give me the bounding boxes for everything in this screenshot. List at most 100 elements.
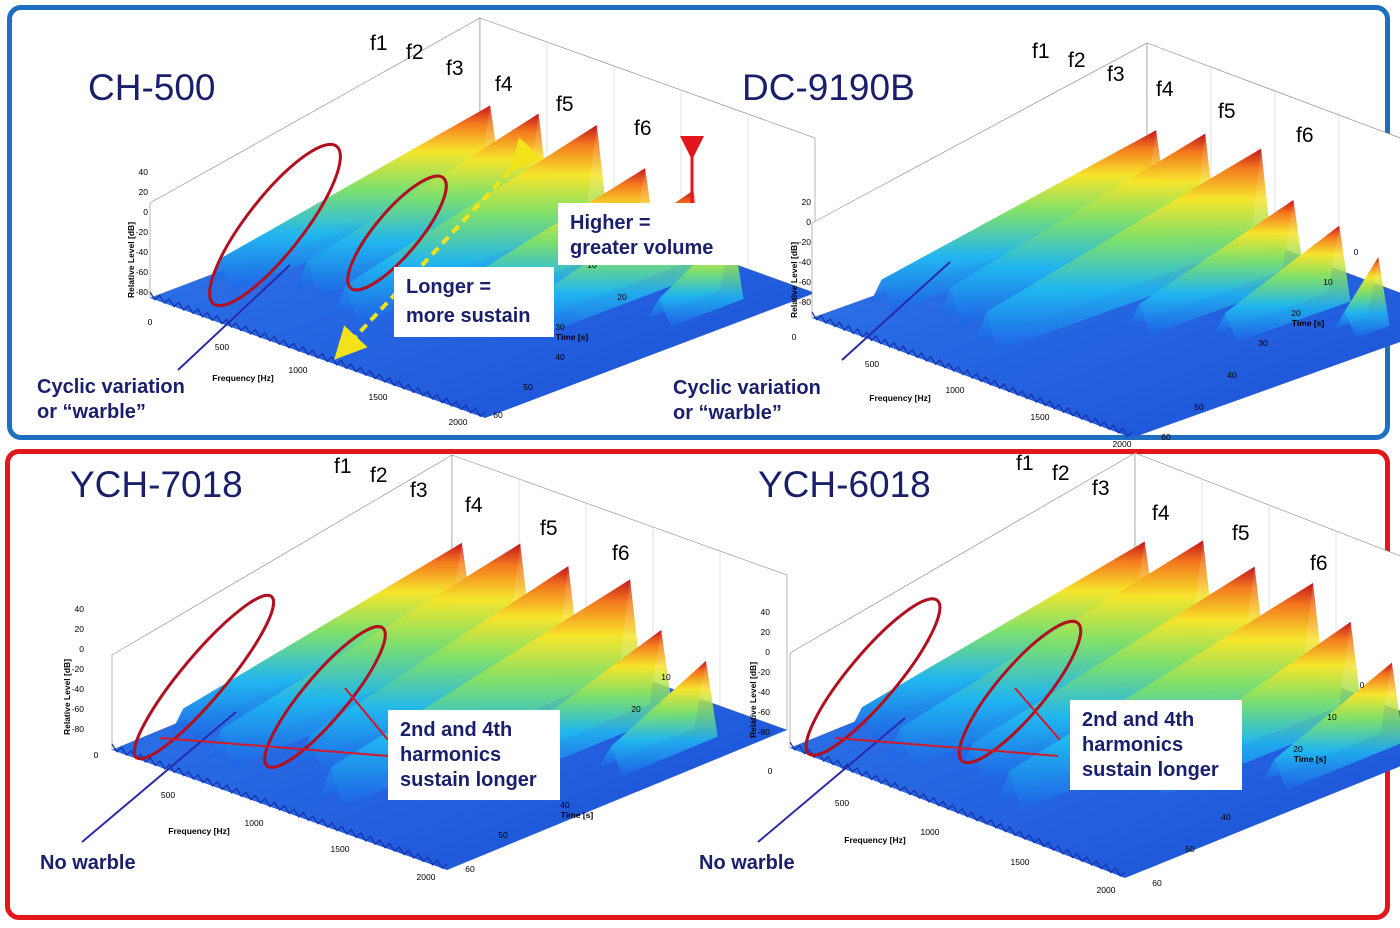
z-tick-label: -20 — [758, 667, 771, 677]
y-tick-label: 60 — [1161, 432, 1171, 442]
peak-label-f4: f4 — [495, 73, 513, 96]
ridge-f4-right-face — [1139, 200, 1305, 335]
z-tick-label: -80 — [799, 297, 812, 307]
x-tick-label: 1500 — [369, 392, 388, 402]
chart-title: YCH-7018 — [70, 464, 243, 505]
z-tick-label: 0 — [765, 647, 770, 657]
z-tick-label: 0 — [806, 217, 811, 227]
y-tick-label: 30 — [555, 322, 565, 332]
ridge-f3-right-face — [986, 148, 1273, 351]
x-tick-label: 0 — [148, 317, 153, 327]
y-tick-label: 40 — [555, 352, 565, 362]
x-tick-label: 1000 — [245, 818, 264, 828]
longer-sustain-note-line-1: more sustain — [406, 305, 530, 327]
ridge-f2-right-face — [950, 133, 1217, 326]
y-tick-label: 50 — [498, 830, 508, 840]
z-axis-label: Relative Level [dB] — [126, 222, 136, 298]
y-tick-label: 0 — [1354, 247, 1359, 257]
peak-label-f3: f3 — [1107, 63, 1125, 86]
z-tick-label: -40 — [72, 684, 85, 694]
harmonics-note-2-line-0: 2nd and 4th — [1082, 709, 1194, 731]
warble-note-1-line-1: or “warble” — [37, 401, 146, 423]
noise-front-edge — [789, 741, 1126, 878]
peak-label-f3: f3 — [410, 479, 428, 502]
x-axis-label: Frequency [Hz] — [869, 393, 931, 403]
higher-volume-note-line-0: Higher = — [570, 212, 651, 234]
peak-label-f1: f1 — [1016, 452, 1034, 475]
sustain-arrow — [334, 137, 543, 360]
peak-label-f5: f5 — [540, 517, 558, 540]
z-axis-label: Relative Level [dB] — [62, 659, 72, 735]
y-tick-label: 10 — [1327, 712, 1337, 722]
z-tick-label: -60 — [136, 267, 149, 277]
pointer-line-red — [344, 687, 389, 741]
x-tick-label: 2000 — [417, 872, 436, 882]
x-tick-label: 2000 — [1113, 439, 1132, 449]
chart-title: YCH-6018 — [758, 464, 931, 505]
z-tick-label: -40 — [758, 687, 771, 697]
ridge-f2-right-face — [899, 540, 1215, 768]
no-warble-note-1: No warble — [40, 852, 136, 874]
ridge-f1-right-face — [861, 541, 1157, 740]
ridge-f6-right-face — [1344, 257, 1390, 338]
pointer-line-red — [835, 737, 1059, 757]
longer-sustain-note: Longer = more sustain — [394, 267, 554, 337]
y-tick-label: 50 — [1185, 844, 1195, 854]
harmonics-note-2-line-1: harmonics — [1082, 734, 1183, 756]
z-tick-label: -20 — [136, 227, 149, 237]
y-tick-label: 40 — [560, 800, 570, 810]
longer-sustain-note-bg — [394, 267, 554, 337]
x-tick-label: 1500 — [1031, 412, 1050, 422]
z-tick-label: -60 — [758, 707, 771, 717]
x-tick-label: 2000 — [1097, 885, 1116, 895]
warble-note-1-line-0: Cyclic variation — [37, 376, 185, 398]
y-axis-label: Time [s] — [1292, 318, 1325, 328]
z-tick-label: -40 — [799, 257, 812, 267]
z-tick-label: 40 — [139, 167, 149, 177]
peak-label-f5: f5 — [1232, 522, 1250, 545]
z-tick-label: -60 — [799, 277, 812, 287]
peak-label-f2: f2 — [1052, 462, 1070, 485]
x-tick-label: 1500 — [331, 844, 350, 854]
annotation-ellipse — [263, 625, 387, 769]
pointer-line-red — [159, 737, 389, 757]
z-tick-label: 40 — [75, 604, 85, 614]
x-tick-label: 1000 — [289, 365, 308, 375]
longer-sustain-note-line-0: Longer = — [406, 276, 491, 298]
x-tick-label: 500 — [215, 342, 229, 352]
y-tick-label: 20 — [631, 704, 641, 714]
peak-label-f2: f2 — [1068, 49, 1086, 72]
y-tick-label: 60 — [493, 410, 503, 420]
ridge-f5-right-face — [1225, 225, 1351, 343]
chart-title: DC-9190B — [742, 67, 915, 108]
higher-volume-note: Higher = greater volume — [558, 203, 738, 265]
warble-note-2-line-1: or “warble” — [673, 402, 782, 424]
x-axis-label: Frequency [Hz] — [168, 826, 230, 836]
peak-label-f1: f1 — [334, 455, 352, 478]
peak-label-f3: f3 — [1092, 477, 1110, 500]
x-axis-label: Frequency [Hz] — [212, 373, 274, 383]
x-tick-label: 1000 — [921, 827, 940, 837]
y-tick-label: 10 — [1323, 277, 1333, 287]
z-tick-label: -80 — [136, 287, 149, 297]
pointer-line — [177, 264, 291, 371]
pointer-line — [81, 711, 237, 843]
x-tick-label: 500 — [161, 790, 175, 800]
z-tick-label: 20 — [75, 624, 85, 634]
harmonics-note-2: 2nd and 4th harmonics sustain longer — [1070, 700, 1242, 790]
x-tick-label: 0 — [768, 766, 773, 776]
peak-label-f4: f4 — [1156, 78, 1174, 101]
x-tick-label: 1500 — [1011, 857, 1030, 867]
pointer-line — [757, 717, 906, 843]
pointer-line-red — [1014, 687, 1061, 741]
peak-label-f1: f1 — [1032, 40, 1050, 63]
z-tick-label: -20 — [72, 664, 85, 674]
no-warble-note-2: No warble — [699, 852, 795, 874]
chart-title: CH-500 — [88, 67, 216, 108]
z-axis-label: Relative Level [dB] — [789, 242, 799, 318]
harmonics-note-2-line-2: sustain longer — [1082, 759, 1219, 781]
z-tick-label: -80 — [72, 724, 85, 734]
y-tick-label: 50 — [1194, 402, 1204, 412]
y-axis-label: Time [s] — [561, 810, 594, 820]
